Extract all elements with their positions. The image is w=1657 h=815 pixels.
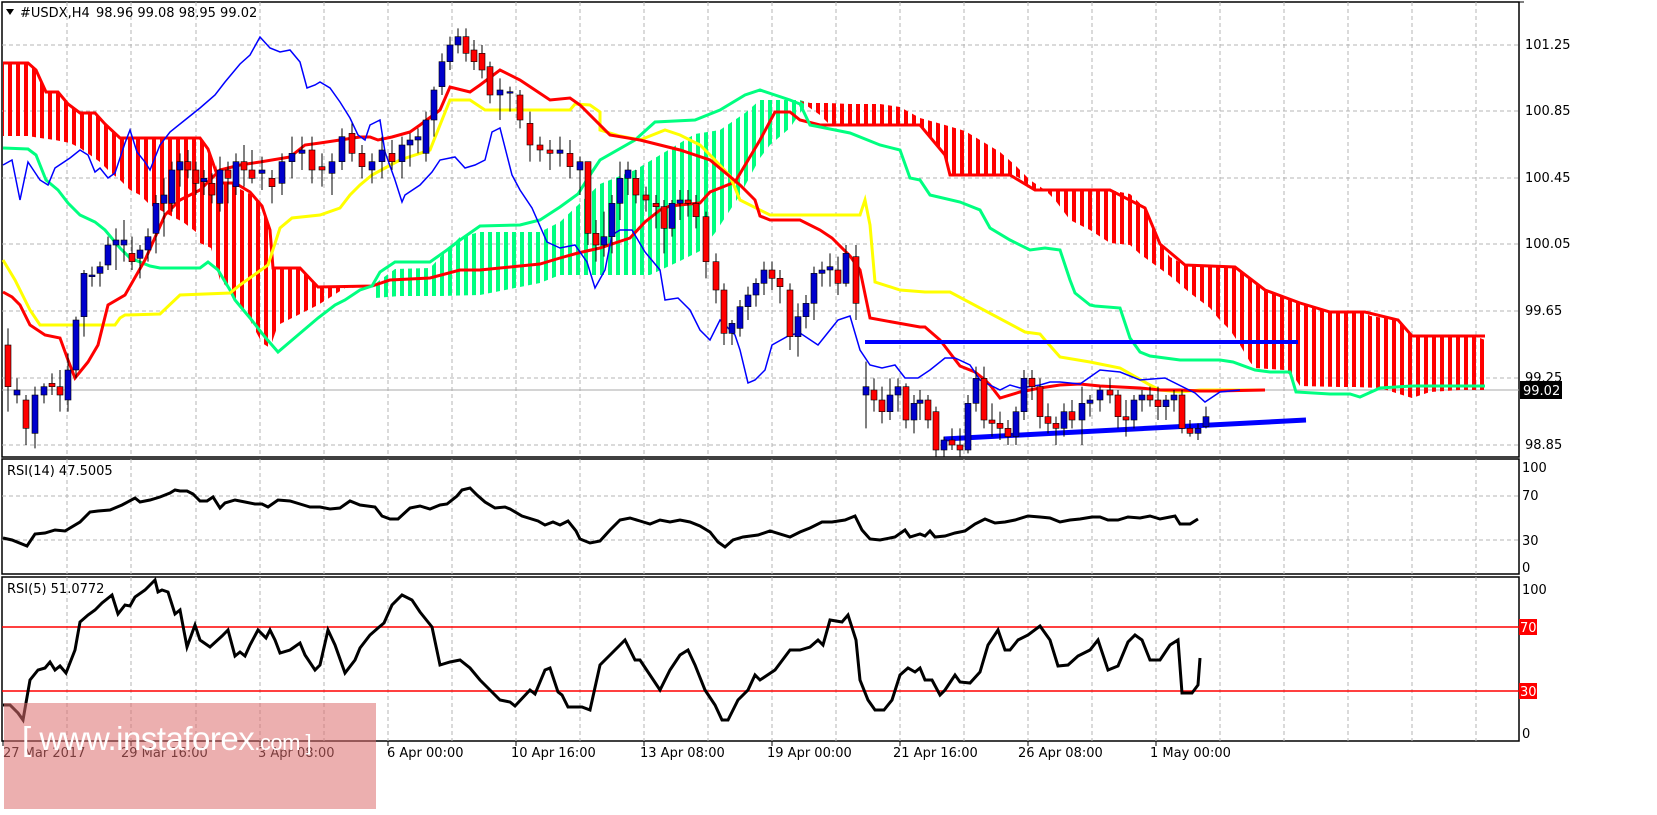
- chart-header: #USDX,H4 98.96 99.08 98.95 99.02: [6, 6, 257, 21]
- price-tick: 100.05: [1525, 237, 1571, 252]
- senkou-span-a-line: [2, 88, 1485, 399]
- time-label: 10 Apr 16:00: [511, 746, 596, 761]
- rsi14-tick: 70: [1522, 489, 1539, 504]
- rsi14-grid: [2, 459, 1519, 574]
- watermark-main: [ www.instaforex: [22, 720, 255, 757]
- rsi14-tick: 0: [1522, 561, 1530, 576]
- current-price-badge: [1520, 381, 1562, 399]
- time-label: 21 Apr 16:00: [893, 746, 978, 761]
- price-tick: 101.25: [1525, 38, 1571, 53]
- kumo-bearish-1: [3, 63, 372, 348]
- kumo-bearish-2: [800, 101, 1487, 398]
- rsi14-panel[interactable]: RSI(14) 47.5005 100 70 30 0: [1, 458, 1547, 576]
- time-axis[interactable]: 27 Mar 2017 29 Mar 16:00 3 Apr 08:00 6 A…: [2, 741, 1231, 761]
- rsi5-tick: 100: [1522, 583, 1547, 598]
- price-tick: 99.65: [1525, 304, 1562, 319]
- rsi5-70-badge: [1519, 619, 1537, 635]
- rsi14-tick: 100: [1522, 461, 1547, 476]
- rsi14-axis: 100 70 30 0: [1522, 461, 1547, 576]
- time-label: 6 Apr 00:00: [387, 746, 464, 761]
- triangle-down-icon[interactable]: [6, 9, 14, 15]
- rsi5-30-badge: [1519, 683, 1537, 699]
- rsi14-label: RSI(14) 47.5005: [7, 464, 113, 479]
- price-tick: 100.85: [1525, 104, 1571, 119]
- rsi14-tick: 30: [1522, 534, 1539, 549]
- time-label: 13 Apr 08:00: [640, 746, 725, 761]
- candles: [4, 28, 1210, 457]
- price-panel[interactable]: [1, 1, 1520, 458]
- symbol-label: #USDX,H4: [20, 6, 90, 21]
- price-tick: 100.45: [1525, 171, 1571, 186]
- chikou-span-line: [2, 35, 1241, 403]
- rsi5-axis: 100 70 30 0: [1519, 583, 1547, 742]
- rsi5-tick: 0: [1522, 727, 1530, 742]
- current-price-label: 99.02: [1523, 384, 1560, 399]
- rsi5-tick: 30: [1520, 685, 1537, 700]
- senkou-span-b-line: [3, 61, 1485, 338]
- rsi5-label: RSI(5) 51.0772: [7, 582, 104, 597]
- watermark-suffix: .com ]: [254, 730, 312, 755]
- rsi5-tick: 70: [1520, 621, 1537, 636]
- support-trendline[interactable]: [943, 417, 1307, 442]
- price-tick: 98.85: [1525, 438, 1562, 453]
- time-label: 19 Apr 00:00: [767, 746, 852, 761]
- ohlc-values: 98.96 99.08 98.95 99.02: [96, 6, 257, 21]
- rsi5-line: [3, 577, 1202, 724]
- kijun-sen-line: [1, 98, 1265, 394]
- price-axis[interactable]: 101.25 100.85 100.45 100.05 99.65 99.25 …: [1519, 1, 1571, 453]
- time-label: 26 Apr 08:00: [1018, 746, 1103, 761]
- rsi14-line: [2, 486, 1199, 549]
- instaforex-watermark: [ www.instaforex.com ]: [4, 703, 376, 809]
- time-label: 1 May 00:00: [1150, 746, 1231, 761]
